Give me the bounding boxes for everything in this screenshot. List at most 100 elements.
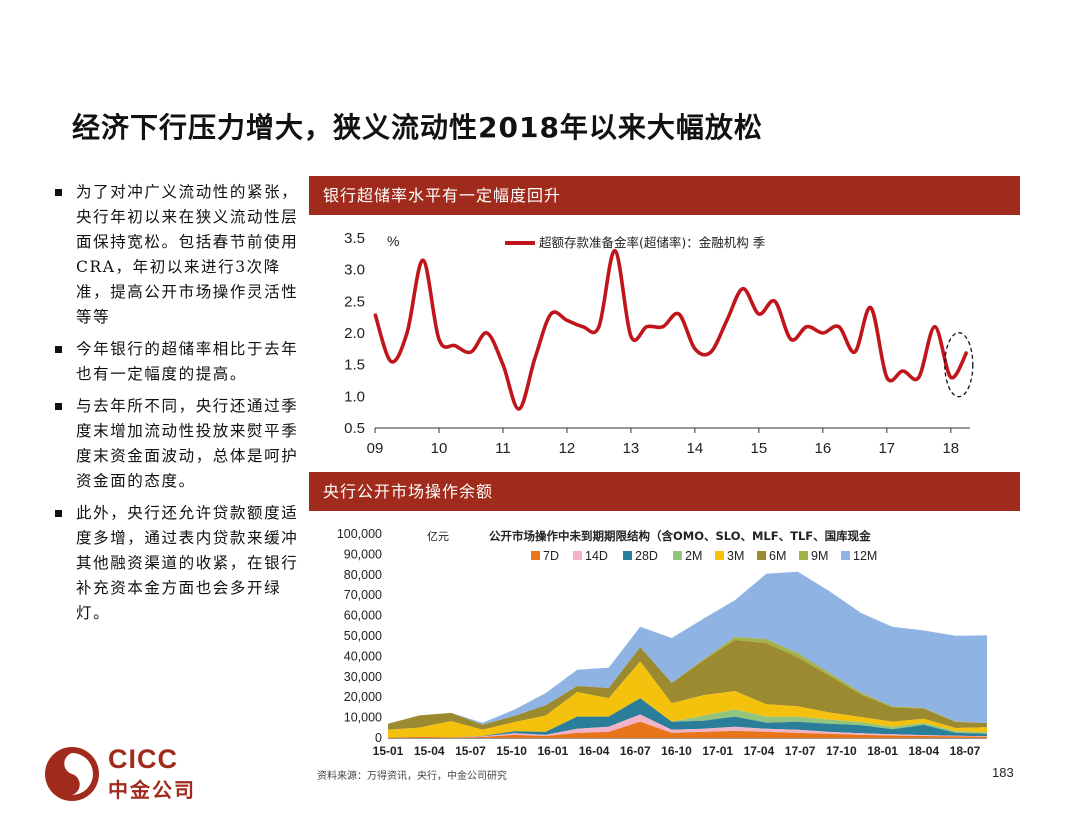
- bullet-text: 今年银行的超储率相比于去年也有一定幅度的提高。: [76, 340, 299, 383]
- bullet-list: 为了对冲广义流动性的紧张，央行年初以来在狭义流动性层面保持宽松。包括春节前使用C…: [50, 180, 300, 633]
- y-tick-label: 70,000: [344, 588, 382, 602]
- data-point: [534, 357, 536, 360]
- data-point: [886, 376, 888, 379]
- legend-label-2m: 2M: [685, 549, 702, 563]
- omo-balance-panel-header: 央行公开市场操作余额: [309, 472, 1020, 511]
- data-point: [390, 360, 392, 363]
- x-tick-label: 15-01: [373, 744, 404, 758]
- y-tick-label: 60,000: [344, 609, 382, 623]
- area-band-12m: [388, 571, 987, 725]
- data-point: [598, 325, 600, 328]
- data-point: [694, 348, 696, 350]
- bullet-item: 今年银行的超储率相比于去年也有一定幅度的提高。: [50, 337, 300, 387]
- excess-reserve-series-line: [373, 248, 969, 411]
- data-point: [678, 313, 680, 315]
- data-point: [470, 351, 472, 353]
- y-tick-label: 3.5: [344, 230, 365, 247]
- bullet-item: 与去年所不同，央行还通过季度末增加流动性投放来熨平季度末资金面波动，总体是呵护资…: [50, 394, 300, 494]
- data-point: [854, 351, 856, 353]
- x-tick-label: 10: [431, 440, 448, 457]
- data-point: [422, 259, 424, 261]
- logo-text-cn: 中金公司: [108, 778, 196, 802]
- data-point: [486, 332, 488, 334]
- y-tick-label: 2.5: [344, 293, 365, 310]
- chart-subtitle: 公开市场操作中未到期期限结构（含OMO、SLO、MLF、TLF、国库现金: [489, 529, 871, 543]
- x-tick-label: 15-07: [455, 744, 486, 758]
- data-point: [406, 332, 408, 334]
- data-point: [454, 344, 456, 347]
- data-point: [790, 338, 792, 341]
- y-tick-label: 80,000: [344, 568, 382, 582]
- data-point: [614, 249, 616, 252]
- data-point: [774, 300, 776, 303]
- data-point: [646, 325, 648, 328]
- y-unit-label: %: [387, 233, 399, 249]
- data-point: [582, 325, 584, 328]
- x-tick-label: 16-07: [620, 744, 651, 758]
- x-tick-label: 18-07: [950, 744, 981, 758]
- y-tick-label: 100,000: [337, 527, 382, 541]
- data-point: [902, 370, 904, 372]
- x-tick-label: 14: [687, 440, 704, 457]
- x-tick-label: 16-01: [538, 744, 569, 758]
- legend-swatch-6m: [757, 551, 766, 560]
- x-tick-label: 16: [815, 440, 832, 457]
- legend-swatch-9m: [799, 551, 808, 560]
- legend-label-14d: 14D: [585, 549, 608, 563]
- bullet-square-icon: [55, 346, 62, 353]
- data-point: [566, 319, 568, 322]
- data-point: [630, 335, 632, 337]
- legend-label-28d: 28D: [635, 549, 658, 563]
- bullet-text: 与去年所不同，央行还通过季度末增加流动性投放来熨平季度末资金面波动，总体是呵护资…: [76, 397, 299, 490]
- x-tick-label: 18-01: [867, 744, 898, 758]
- x-tick-label: 11: [495, 440, 511, 457]
- legend-swatch-3m: [715, 551, 724, 560]
- bullet-item: 为了对冲广义流动性的紧张，央行年初以来在狭义流动性层面保持宽松。包括春节前使用C…: [50, 180, 300, 330]
- bullet-item: 此外，央行还允许贷款额度适度多增，通过表内贷款来缓冲其他融资渠道的收紧，在银行补…: [50, 501, 300, 626]
- page-number: 183: [992, 765, 1014, 780]
- x-tick-label: 17-10: [826, 744, 857, 758]
- y-tick-label: 0.5: [344, 420, 365, 437]
- y-tick-label: 2.0: [344, 325, 365, 342]
- data-point: [374, 313, 376, 315]
- x-tick-label: 13: [623, 440, 640, 457]
- data-point: [822, 332, 824, 334]
- legend-swatch-2m: [673, 551, 682, 560]
- data-point: [838, 325, 840, 328]
- data-point: [966, 351, 968, 353]
- legend-label-6m: 6M: [769, 549, 786, 563]
- x-tick-label: 15-04: [414, 744, 445, 758]
- logo-text-en: CICC: [108, 744, 178, 774]
- x-tick-label: 17-04: [744, 744, 775, 758]
- data-point: [662, 325, 664, 328]
- legend-label: 超额存款准备金率(超储率)：金融机构 季: [539, 235, 766, 250]
- x-tick-label: 16-10: [661, 744, 692, 758]
- data-point: [918, 376, 920, 379]
- bullet-square-icon: [55, 189, 62, 196]
- legend-label-3m: 3M: [727, 549, 744, 563]
- x-tick-label: 15: [751, 440, 768, 457]
- y-tick-label: 30,000: [344, 670, 382, 684]
- data-point: [710, 351, 712, 353]
- data-point: [502, 363, 504, 366]
- area-band-7d: [388, 721, 987, 738]
- legend-swatch-14d: [573, 551, 582, 560]
- data-point: [806, 325, 808, 328]
- legend-label-7d: 7D: [543, 549, 559, 563]
- highlight-ellipse: [944, 332, 974, 398]
- cicc-logo: CICC 中金公司: [44, 744, 204, 804]
- area-band-28d: [388, 698, 987, 738]
- x-tick-label: 18-04: [908, 744, 939, 758]
- excess-reserve-line-chart: 0.5 1.0 1.5 2.0 2.5 3.0 3.5 09 10 11 12 13 14 15 16 17 1…: [344, 230, 974, 457]
- bullet-text: 为了对冲广义流动性的紧张，央行年初以来在狭义流动性层面保持宽松。包括春节前使用C…: [76, 183, 299, 326]
- y-tick-label: 3.0: [344, 262, 365, 279]
- data-point: [550, 313, 552, 315]
- data-point: [758, 313, 760, 315]
- x-tick-label: 18: [942, 440, 959, 457]
- y-tick-label: 20,000: [344, 690, 382, 704]
- x-tick-label: 15-10: [496, 744, 527, 758]
- legend-swatch-12m: [841, 551, 850, 560]
- area-band-3m: [388, 661, 987, 738]
- excess-reserve-panel-header: 银行超储率水平有一定幅度回升: [309, 176, 1020, 215]
- x-tick-label: 17: [878, 440, 895, 457]
